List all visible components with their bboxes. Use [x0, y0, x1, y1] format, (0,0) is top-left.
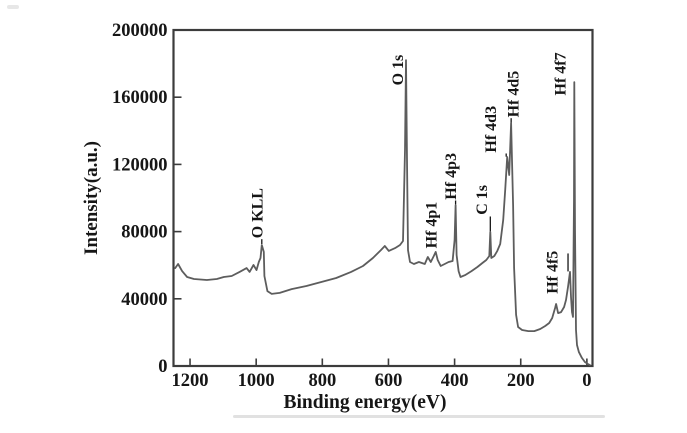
- peak-label: O KLL: [249, 188, 266, 238]
- x-tick-label: 600: [375, 371, 403, 391]
- x-tick-label: 200: [507, 371, 535, 391]
- x-tick-label: 800: [308, 371, 336, 391]
- scan-shadow-line: [233, 415, 605, 418]
- peak-label: Hf 4f5: [545, 251, 562, 294]
- y-tick-label: 0: [158, 357, 167, 377]
- x-tick-label: 1000: [238, 371, 275, 391]
- y-tick-label: 80000: [121, 223, 167, 243]
- y-tick-label: 160000: [112, 88, 168, 108]
- y-tick-label: 40000: [121, 290, 167, 310]
- x-tick-label: 400: [441, 371, 469, 391]
- peak-label: O 1s: [390, 55, 407, 86]
- y-tick-label: 200000: [112, 21, 168, 41]
- scan-speck: [7, 5, 19, 9]
- peak-label: Hf 4d5: [506, 71, 523, 118]
- x-tick-label: 0: [582, 371, 591, 391]
- x-tick-label: 1200: [172, 371, 209, 391]
- peak-label: Hf 4d3: [483, 106, 500, 153]
- peak-label: Hf 4f7: [553, 52, 570, 95]
- y-tick-label: 120000: [112, 155, 168, 175]
- plot-border: [172, 28, 594, 368]
- spectrum-curve: [174, 59, 591, 366]
- peak-label: Hf 4p3: [443, 153, 460, 200]
- y-axis-title: Intensity(a.u.): [81, 141, 102, 255]
- x-axis-title: Binding energy(eV): [283, 392, 446, 413]
- peak-label: C 1s: [474, 185, 491, 215]
- peak-label: Hf 4p1: [423, 202, 440, 249]
